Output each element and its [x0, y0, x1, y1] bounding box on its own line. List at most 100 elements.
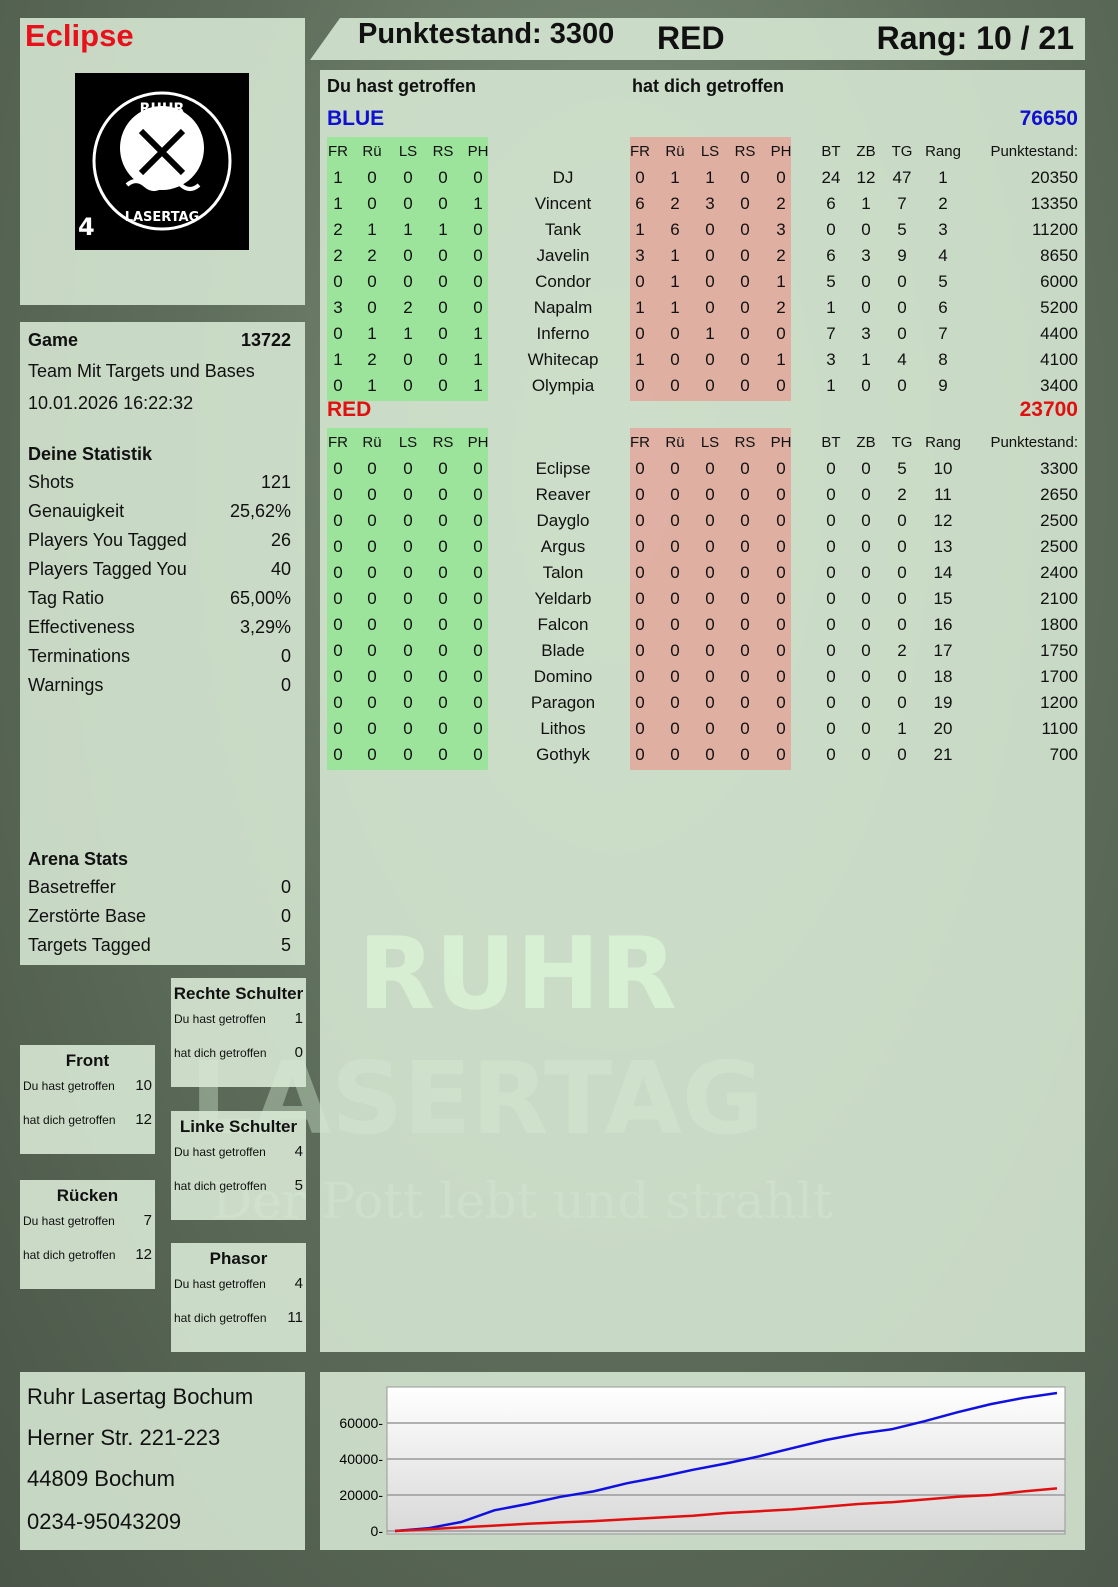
got-cell: 0	[740, 537, 750, 556]
got-cell: 1	[670, 168, 680, 187]
player-name: Eclipse	[25, 18, 134, 53]
stat-label: Effectiveness	[28, 617, 135, 637]
hit-cell: 0	[438, 667, 448, 686]
hit-cell: 0	[367, 168, 377, 187]
stat-cell: 16	[933, 615, 953, 634]
got-cell: 0	[635, 667, 645, 686]
stat-value: 0	[280, 675, 291, 695]
player-name: Blade	[541, 641, 585, 660]
column-header: PH	[467, 434, 489, 451]
got-cell: 1	[635, 298, 645, 317]
player-name: Vincent	[534, 194, 592, 213]
column-header: RS	[734, 143, 756, 160]
stat-cell: 6	[938, 298, 948, 317]
stat-cell: 0	[897, 511, 907, 530]
stat-cell: 47	[892, 168, 912, 187]
column-header: ZB	[856, 143, 876, 160]
got-cell: 0	[740, 693, 750, 712]
column-header: Rang	[925, 143, 961, 160]
score-cell: 5200	[1040, 298, 1078, 317]
got-cell: 0	[776, 537, 786, 556]
got-cell: 0	[776, 563, 786, 582]
score-cell: 8650	[1040, 246, 1078, 265]
got-cell: 1	[635, 220, 645, 239]
stat-cell: 0	[861, 693, 871, 712]
stat-cell: 7	[826, 324, 836, 343]
got-cell: 0	[776, 745, 786, 764]
hit-cell: 0	[367, 563, 377, 582]
got-cell: 0	[705, 615, 715, 634]
stat-cell: 0	[861, 563, 871, 582]
player-name: Talon	[542, 563, 584, 582]
got-cell: 0	[670, 376, 680, 395]
hit-cell: 1	[333, 350, 343, 369]
stat-cell: 0	[897, 589, 907, 608]
got-cell: 0	[670, 693, 680, 712]
zone-got-label: hat dich getroffen	[174, 1311, 267, 1325]
arena-value: 0	[280, 906, 291, 926]
got-cell: 0	[776, 376, 786, 395]
hit-cell: 0	[333, 485, 343, 504]
stat-cell: 6	[826, 194, 836, 213]
got-cell: 0	[740, 298, 750, 317]
hit-cell: 1	[473, 350, 483, 369]
game-number: 13722	[240, 330, 291, 350]
zone-hit-label: Du hast getroffen	[174, 1012, 266, 1026]
column-header: PH	[770, 143, 792, 160]
stat-cell: 20	[933, 719, 953, 738]
got-cell: 0	[705, 220, 715, 239]
hit-cell: 0	[438, 589, 448, 608]
hit-cell: 0	[473, 220, 483, 239]
got-cell: 0	[670, 615, 680, 634]
zone-got-value: 12	[135, 1246, 152, 1263]
stat-label: Genauigkeit	[28, 501, 125, 521]
stat-cell: 0	[897, 667, 907, 686]
hit-cell: 0	[333, 563, 343, 582]
hit-cell: 0	[403, 745, 413, 764]
game-mode: Team Mit Targets und Bases	[28, 361, 255, 381]
got-cell: 0	[740, 745, 750, 764]
got-cell: 0	[705, 272, 715, 291]
got-cell: 0	[635, 168, 645, 187]
column-header: Punktestand:	[990, 143, 1078, 160]
hit-cell: 0	[473, 693, 483, 712]
zone-hit-label: Du hast getroffen	[174, 1277, 266, 1291]
y-tick-label: 0-	[371, 1523, 384, 1539]
stat-row: Shots 121	[28, 472, 291, 493]
hit-zone-box: Rechte Schulter Du hast getroffen 1 hat dic…	[171, 978, 306, 1087]
column-header: FR	[630, 143, 650, 160]
team-total: 23700	[1019, 398, 1078, 421]
hit-cell: 2	[403, 298, 413, 317]
hit-cell: 0	[473, 615, 483, 634]
stat-cell: 0	[861, 667, 871, 686]
hit-cell: 0	[438, 272, 448, 291]
got-cell: 1	[705, 168, 715, 187]
player-name: Paragon	[530, 693, 596, 712]
hit-cell: 1	[403, 324, 413, 343]
hit-cell: 0	[438, 298, 448, 317]
address-line4: 0234-95043209	[27, 1509, 182, 1534]
stat-label: Shots	[28, 472, 75, 492]
hit-cell: 1	[367, 376, 377, 395]
hit-cell: 0	[438, 350, 448, 369]
column-header: ZB	[856, 434, 876, 451]
got-cell: 2	[776, 298, 786, 317]
stat-cell: 0	[861, 615, 871, 634]
stat-cell: 0	[897, 693, 907, 712]
stat-cell: 10	[933, 459, 953, 478]
stat-cell: 3	[938, 220, 948, 239]
stat-cell: 9	[897, 246, 907, 265]
score-cell: 4100	[1040, 350, 1078, 369]
got-cell: 2	[670, 194, 680, 213]
got-cell: 0	[740, 459, 750, 478]
hit-cell: 1	[403, 220, 413, 239]
stat-cell: 0	[826, 485, 836, 504]
player-name: Reaver	[535, 485, 591, 504]
got-cell: 0	[740, 589, 750, 608]
hit-cell: 0	[403, 589, 413, 608]
stat-row: Genauigkeit 25,62%	[28, 501, 291, 522]
stat-row: Players Tagged You 40	[28, 559, 291, 580]
stat-cell: 0	[826, 745, 836, 764]
hit-cell: 0	[438, 511, 448, 530]
score-cell: 13350	[1030, 194, 1078, 213]
